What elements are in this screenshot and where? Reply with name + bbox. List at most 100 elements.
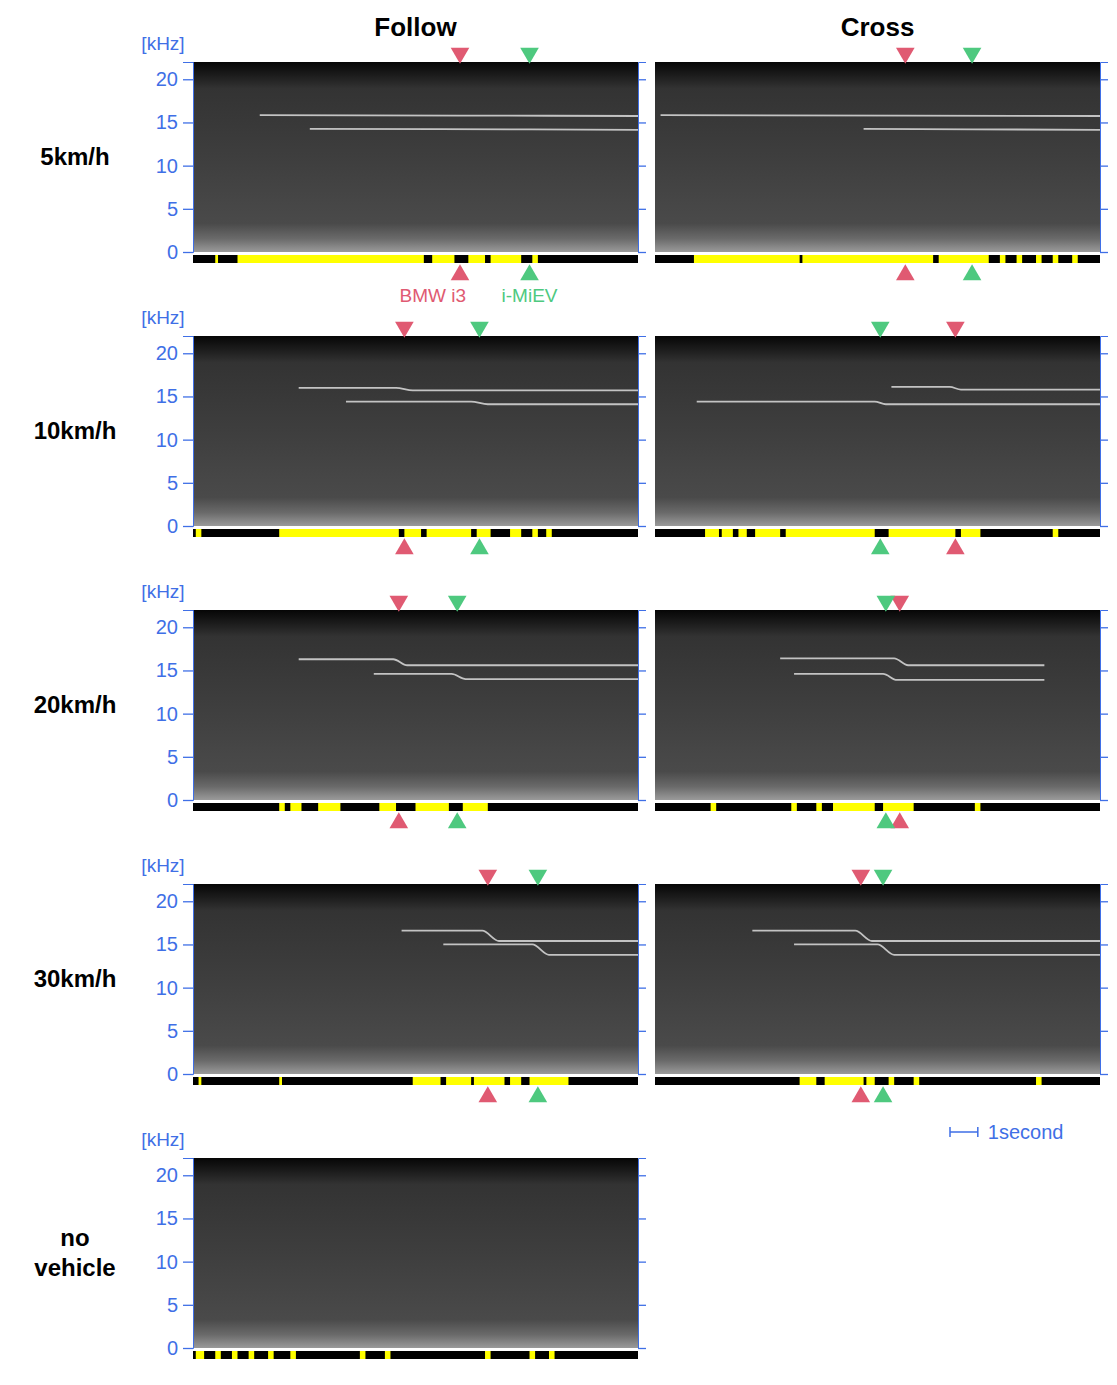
tone-line	[374, 674, 638, 679]
tick: 15	[156, 659, 193, 681]
tick-mark	[183, 1348, 193, 1349]
tick	[638, 483, 646, 484]
panel: 05101520[kHz]	[141, 1129, 646, 1359]
detection	[738, 529, 746, 537]
detection	[510, 1077, 521, 1085]
tick	[638, 396, 646, 397]
tick: 5	[167, 1020, 193, 1042]
tick-label: 0	[167, 241, 178, 263]
tick-label: 20	[156, 890, 178, 912]
detection	[816, 803, 822, 811]
tone-lines	[260, 115, 638, 130]
tick	[1100, 440, 1108, 441]
tick-label: 0	[167, 1063, 178, 1085]
tick-mark	[1100, 757, 1108, 758]
tick: 15	[156, 111, 193, 133]
detection-bar	[655, 1077, 1100, 1085]
y-axis	[638, 1159, 646, 1349]
tick-mark	[183, 1218, 193, 1219]
tone-line	[260, 114, 638, 117]
tone-line	[346, 402, 638, 405]
tick-mark	[638, 209, 646, 210]
axis-line	[183, 63, 194, 253]
axis-title: [kHz]	[141, 33, 184, 54]
axis-line	[639, 337, 647, 527]
tick-mark	[1100, 252, 1108, 253]
pass-marker	[871, 538, 890, 554]
detection	[360, 1351, 366, 1359]
tick	[638, 944, 646, 945]
detection	[238, 255, 424, 263]
panel: 05101520[kHz]	[141, 855, 646, 1102]
pass-marker	[470, 322, 489, 338]
tone-line	[299, 388, 638, 391]
tick	[638, 1348, 646, 1349]
tick	[638, 1262, 646, 1263]
tick: 10	[156, 429, 193, 451]
pass-marker	[896, 264, 915, 280]
tick-mark	[1100, 1074, 1108, 1075]
y-axis	[638, 337, 646, 527]
detection	[318, 803, 340, 811]
tick-mark	[1100, 483, 1108, 484]
tick-mark	[183, 944, 193, 945]
detection-bar	[193, 529, 638, 537]
pass-marker	[470, 538, 489, 554]
detection	[485, 1351, 491, 1359]
pass-marker	[395, 538, 414, 554]
detection	[705, 529, 719, 537]
axis-title: [kHz]	[141, 855, 184, 876]
tick: 10	[156, 155, 193, 177]
spectrogram-background	[655, 336, 1100, 526]
tick-mark	[183, 1305, 193, 1306]
tick	[1100, 353, 1108, 354]
tick	[1100, 209, 1108, 210]
tick-label: 5	[167, 746, 178, 768]
spectrogram-background	[193, 1158, 638, 1348]
tick	[1100, 1031, 1108, 1032]
detection	[215, 1351, 221, 1359]
detection	[268, 1351, 274, 1359]
detection	[215, 255, 218, 263]
axis-title: [kHz]	[141, 581, 184, 602]
detection	[199, 1077, 202, 1085]
tone-line	[864, 128, 1100, 131]
tick-mark	[638, 252, 646, 253]
detection	[791, 803, 797, 811]
tick-label: 20	[156, 1164, 178, 1186]
detection	[889, 529, 956, 537]
tick-mark	[638, 987, 646, 988]
detection	[279, 1077, 282, 1085]
tick-label: 5	[167, 198, 178, 220]
pass-marker	[529, 1086, 548, 1102]
tick-label: 20	[156, 68, 178, 90]
tone-line	[780, 658, 1044, 665]
tick-mark	[638, 1074, 646, 1075]
tick-mark	[183, 800, 193, 801]
pass-marker	[395, 322, 414, 338]
axis-line	[1101, 63, 1109, 253]
tick-mark	[1100, 79, 1108, 80]
detection	[1017, 255, 1023, 263]
pass-marker	[390, 812, 409, 828]
tick-mark	[1100, 1031, 1108, 1032]
y-axis	[1100, 63, 1108, 253]
detection	[800, 1077, 817, 1085]
detection	[961, 529, 980, 537]
tick-mark	[1100, 165, 1108, 166]
tick: 20	[156, 68, 193, 90]
tick-mark	[638, 901, 646, 902]
panel	[655, 870, 1108, 1103]
axis-line	[183, 1159, 194, 1349]
tick-label: 20	[156, 616, 178, 638]
tick	[1100, 757, 1108, 758]
tick-label: 10	[156, 703, 178, 725]
tick-mark	[1100, 713, 1108, 714]
detections	[705, 529, 1058, 537]
tick	[638, 714, 646, 715]
detection	[866, 1077, 874, 1085]
tick-mark	[638, 944, 646, 945]
detection	[975, 803, 981, 811]
tone-lines	[402, 931, 638, 955]
tone-line	[402, 931, 638, 941]
